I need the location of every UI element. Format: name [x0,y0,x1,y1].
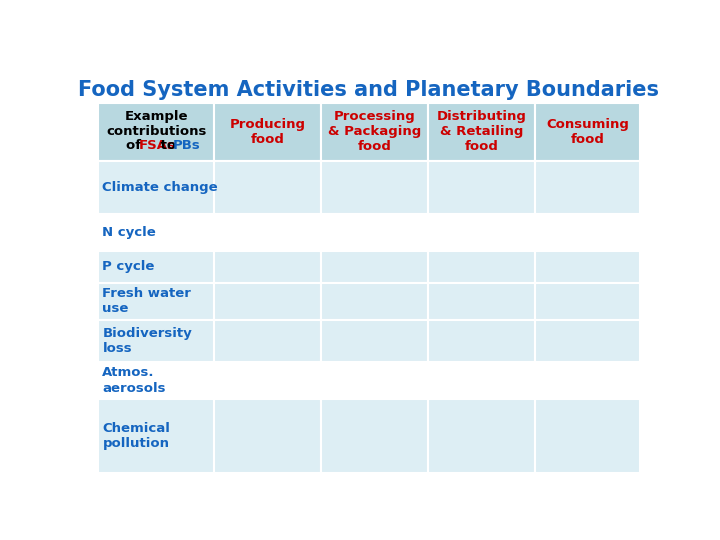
Bar [215,160,321,214]
Bar [535,103,640,160]
Bar [98,103,215,160]
Bar [428,320,535,362]
Bar [98,214,215,251]
Text: Consuming
food: Consuming food [546,118,629,146]
Bar [98,399,215,473]
Text: Climate change: Climate change [102,181,218,194]
Bar [535,214,640,251]
Text: of: of [126,139,146,152]
Bar [428,251,535,282]
Text: Fresh water
use: Fresh water use [102,287,192,315]
Text: Example: Example [125,111,188,124]
Bar [428,399,535,473]
Bar [98,160,215,214]
Bar [215,320,321,362]
Text: Atmos.
aerosols: Atmos. aerosols [102,367,166,395]
Bar [98,362,215,399]
Text: N cycle: N cycle [102,226,156,239]
Bar [321,214,428,251]
Text: Chemical
pollution: Chemical pollution [102,422,170,450]
Bar [321,362,428,399]
Text: Producing
food: Producing food [230,118,306,146]
Bar [321,320,428,362]
Bar [215,251,321,282]
Bar [535,282,640,320]
Bar [98,320,215,362]
Bar [321,282,428,320]
Bar [428,214,535,251]
Bar [535,320,640,362]
Text: Distributing
& Retailing
food: Distributing & Retailing food [436,111,526,153]
Bar [321,160,428,214]
Bar [215,362,321,399]
Text: Food System Activities and Planetary Boundaries: Food System Activities and Planetary Bou… [78,80,660,100]
Text: PBs: PBs [173,139,201,152]
Text: Biodiversity
loss: Biodiversity loss [102,327,192,355]
Text: FSAs: FSAs [139,139,176,152]
Bar [215,214,321,251]
Bar [98,251,215,282]
Bar [428,362,535,399]
Bar [535,399,640,473]
Bar [535,251,640,282]
Text: to: to [156,139,181,152]
Bar [428,160,535,214]
Bar [321,399,428,473]
Bar [215,103,321,160]
Bar [215,282,321,320]
Text: contributions: contributions [106,125,206,138]
Bar [535,362,640,399]
Bar [428,282,535,320]
Bar [535,160,640,214]
Bar [321,103,428,160]
Text: Processing
& Packaging
food: Processing & Packaging food [328,111,421,153]
Bar [215,399,321,473]
Bar [428,103,535,160]
Bar [98,282,215,320]
Text: P cycle: P cycle [102,260,155,273]
Bar [321,251,428,282]
